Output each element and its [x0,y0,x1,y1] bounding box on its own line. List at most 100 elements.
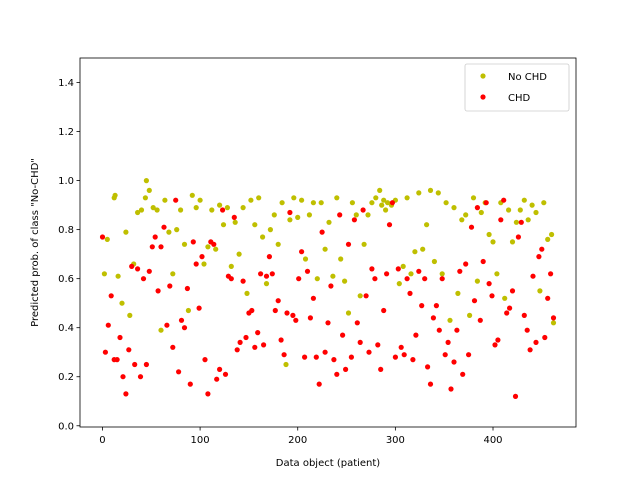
point-no-chd [467,312,473,318]
point-no-chd [322,246,328,252]
point-chd [337,212,343,218]
point-chd [120,374,126,380]
point-no-chd [201,261,207,267]
point-no-chd [193,205,199,211]
point-chd [354,320,360,326]
point-no-chd [104,236,110,242]
point-chd [395,266,401,272]
point-chd [263,273,270,279]
point-chd [545,295,551,301]
point-chd [316,381,322,387]
point-chd [433,303,439,309]
point-no-chd [459,217,465,223]
point-chd [284,310,290,316]
point-no-chd [379,202,385,208]
point-chd [252,344,258,350]
point-no-chd [525,217,531,223]
point-chd [135,266,141,272]
point-chd [196,305,202,311]
point-chd [340,332,346,338]
point-no-chd [256,195,262,201]
point-no-chd [404,195,410,201]
point-no-chd [146,187,152,193]
point-chd [205,391,211,397]
point-chd [331,357,337,363]
point-chd [539,246,545,252]
point-chd [319,229,325,235]
point-no-chd [357,293,363,299]
point-no-chd [412,249,418,255]
y-tick-label: 0.8 [58,225,74,236]
point-chd [509,288,516,294]
point-chd [211,241,217,247]
x-axis-label: Data object (patient) [276,458,381,469]
y-tick-label: 1.0 [58,176,74,187]
point-no-chd [529,202,535,208]
point-chd [351,217,357,223]
point-chd [386,222,393,228]
point-no-chd [267,227,273,233]
y-tick-label: 1.4 [58,78,74,89]
point-chd [123,391,129,397]
point-no-chd [127,312,133,318]
point-chd [155,288,161,294]
point-chd [401,352,407,358]
legend-label-chd: CHD [508,93,531,104]
point-chd [515,234,522,240]
point-chd [114,357,120,363]
point-no-chd [383,207,389,213]
point-chd [222,371,229,377]
point-no-chd [517,207,523,213]
point-chd [240,278,246,284]
point-no-chd [330,273,336,279]
point-no-chd [287,217,293,223]
point-chd [237,339,243,345]
y-tick-label: 0.0 [58,421,74,432]
point-chd [495,337,501,343]
point-chd [454,327,460,333]
point-no-chd [302,256,309,262]
point-no-chd [349,200,355,206]
point-no-chd [299,197,305,203]
point-no-chd [181,241,188,247]
point-chd [129,263,135,269]
point-no-chd [408,271,414,277]
point-chd [518,219,524,225]
point-chd [407,290,413,296]
point-chd [278,337,284,343]
point-chd [542,334,548,341]
point-chd [524,327,530,333]
point-no-chd [135,209,141,216]
point-chd [501,197,507,203]
point-no-chd [217,202,223,208]
point-no-chd [506,207,512,213]
point-chd [448,386,454,392]
point-chd [460,371,466,377]
point-no-chd [224,205,230,211]
point-chd [451,359,457,365]
point-chd [348,354,354,360]
point-chd [527,347,533,353]
point-chd [439,276,445,282]
point-chd [533,339,539,345]
point-chd [504,310,510,316]
point-no-chd [513,219,520,225]
point-chd [164,322,170,328]
point-chd [99,234,106,240]
plot-frame [79,57,577,428]
point-chd [375,342,381,348]
point-chd [425,364,431,370]
point-chd [287,209,293,216]
point-no-chd [115,273,121,279]
point-chd [170,344,176,350]
point-no-chd [275,241,281,247]
point-no-chd [143,178,149,184]
point-chd [345,241,352,247]
point-chd [102,349,108,355]
point-no-chd [244,290,250,296]
point-chd [363,293,369,299]
point-no-chd [197,197,203,203]
point-chd [369,266,375,272]
point-chd [299,249,305,255]
point-chd [117,334,123,341]
